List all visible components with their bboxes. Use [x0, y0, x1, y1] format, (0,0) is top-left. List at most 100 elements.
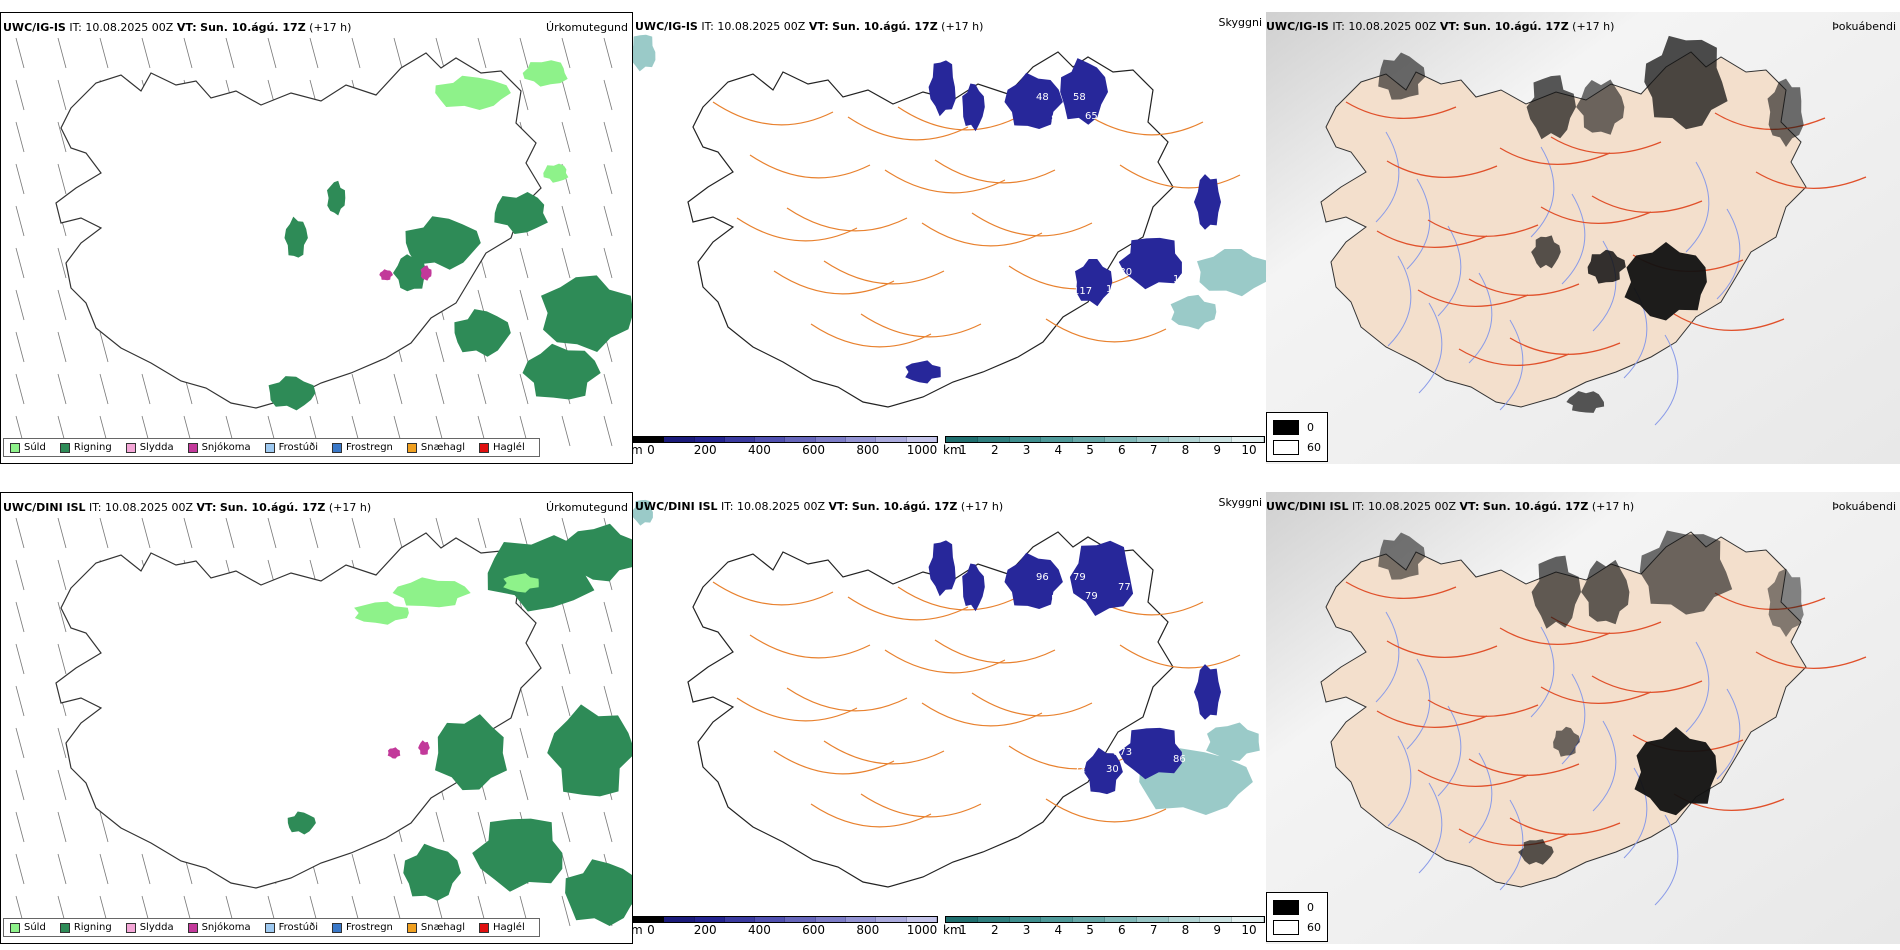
- colorbar-tick: 400: [747, 923, 771, 937]
- visibility-ticks: km 1 2 3 4 5 6 7 8 9 10: [943, 923, 1265, 937]
- legend-label: Frostregn: [346, 922, 393, 933]
- legend-swatch: [187, 442, 198, 453]
- fog-blob: [1634, 727, 1717, 816]
- road: [773, 750, 895, 775]
- colorbar-tick: 200: [693, 443, 717, 457]
- fog-legend: 0 60: [1266, 892, 1328, 942]
- road: [1376, 710, 1488, 729]
- river: [1716, 688, 1741, 780]
- river: [1437, 225, 1462, 317]
- panel-title: UWC/DINI ISL IT: 10.08.2025 00Z VT: Sun.…: [635, 500, 1004, 513]
- colorbar-tick: 1000: [906, 443, 938, 457]
- river-network: [1375, 611, 1741, 906]
- legend-label: Rigning: [73, 442, 112, 453]
- road: [971, 692, 1093, 717]
- river: [1499, 319, 1524, 411]
- cloud-base-label: 30: [1106, 764, 1119, 775]
- legend-swatch: [406, 442, 417, 453]
- wind-barb: [393, 517, 403, 549]
- road: [823, 260, 945, 285]
- wind-barb: [15, 79, 25, 111]
- road: [1509, 337, 1621, 356]
- colorbar-tick: 2: [990, 923, 999, 937]
- fog-blob: [1378, 532, 1426, 580]
- legend-label: Snæhagl: [420, 442, 466, 453]
- fog-areas: [1378, 35, 1804, 413]
- wind-barb: [561, 601, 571, 633]
- road-network: [1345, 581, 1867, 847]
- road: [1468, 758, 1580, 777]
- road: [1345, 101, 1457, 120]
- legend-item: Frostregn: [332, 442, 393, 453]
- wind-barb: [15, 685, 25, 717]
- road: [1499, 627, 1611, 646]
- precip-map-2: [15, 517, 632, 927]
- fog-legend: 0 60: [1266, 412, 1328, 462]
- fog-blob: [1553, 726, 1580, 757]
- road: [736, 697, 858, 722]
- fog-legend-label: 60: [1307, 440, 1321, 454]
- wind-barb: [267, 517, 277, 549]
- wind-barb: [15, 853, 25, 885]
- colorbar-tick: 7: [1149, 923, 1158, 937]
- fog-blob: [1566, 391, 1605, 413]
- river: [1685, 161, 1710, 253]
- road: [921, 222, 1043, 247]
- legend-label: Súld: [24, 442, 46, 453]
- road: [1540, 686, 1652, 705]
- legend-item: Snæhagl: [406, 922, 465, 933]
- visibility-area: [633, 499, 1260, 815]
- fog-blob: [1624, 242, 1707, 321]
- legend-item: Snæhagl: [406, 442, 466, 453]
- road: [860, 793, 982, 818]
- fog-map-1: [1266, 12, 1900, 464]
- wind-barb: [57, 727, 67, 759]
- wind-barb: [15, 769, 25, 801]
- wind-barb: [519, 247, 529, 279]
- legend-label: Frostúði: [278, 922, 318, 933]
- cloud-base-label: 117: [1073, 286, 1092, 297]
- fog-map-2: [1266, 492, 1900, 944]
- river: [1530, 146, 1555, 238]
- legend-swatch: [59, 922, 70, 933]
- cloud-base-label: 130: [1113, 267, 1132, 278]
- road: [1673, 313, 1785, 332]
- road: [1417, 769, 1529, 788]
- fog-legend-label: 60: [1307, 920, 1321, 934]
- legend-item: Rigning: [59, 442, 112, 453]
- ceiling-strip: [633, 916, 938, 923]
- drizzle-area: [354, 573, 539, 625]
- river: [1654, 814, 1679, 906]
- cloud-base-label: 74: [1073, 766, 1086, 777]
- wind-barb: [477, 517, 487, 549]
- wind-barb: [15, 601, 25, 633]
- road: [934, 159, 1056, 184]
- wind-barb: [519, 331, 529, 363]
- colorbar-tick: 8: [1181, 923, 1190, 937]
- river: [1716, 208, 1741, 300]
- river: [1418, 302, 1443, 394]
- road: [736, 217, 858, 242]
- colorbar-tick: 3: [1022, 923, 1031, 937]
- rain-area: [268, 180, 632, 411]
- colorbar-tick: 9: [1213, 923, 1222, 937]
- legend-label: Haglél: [493, 922, 525, 933]
- fog-legend-label: 0: [1307, 900, 1314, 914]
- wind-barb: [57, 289, 67, 321]
- cloud-base-label: 173: [1173, 274, 1192, 285]
- legend-swatch: [125, 922, 136, 933]
- wind-barb: [225, 37, 235, 69]
- road: [1591, 195, 1703, 214]
- road: [1509, 817, 1621, 836]
- wind-barb: [603, 163, 613, 195]
- legend-item: Frostregn: [332, 922, 393, 933]
- wind-barb: [15, 289, 25, 321]
- road: [823, 740, 945, 765]
- river: [1375, 611, 1400, 703]
- road: [860, 313, 982, 338]
- panel-name: Þokuábendi: [1832, 500, 1896, 513]
- colorbar-unit: m: [633, 923, 643, 937]
- colorbar-tick: 3: [1022, 443, 1031, 457]
- visibility-area: [633, 34, 1266, 330]
- fog-blob: [1767, 568, 1804, 637]
